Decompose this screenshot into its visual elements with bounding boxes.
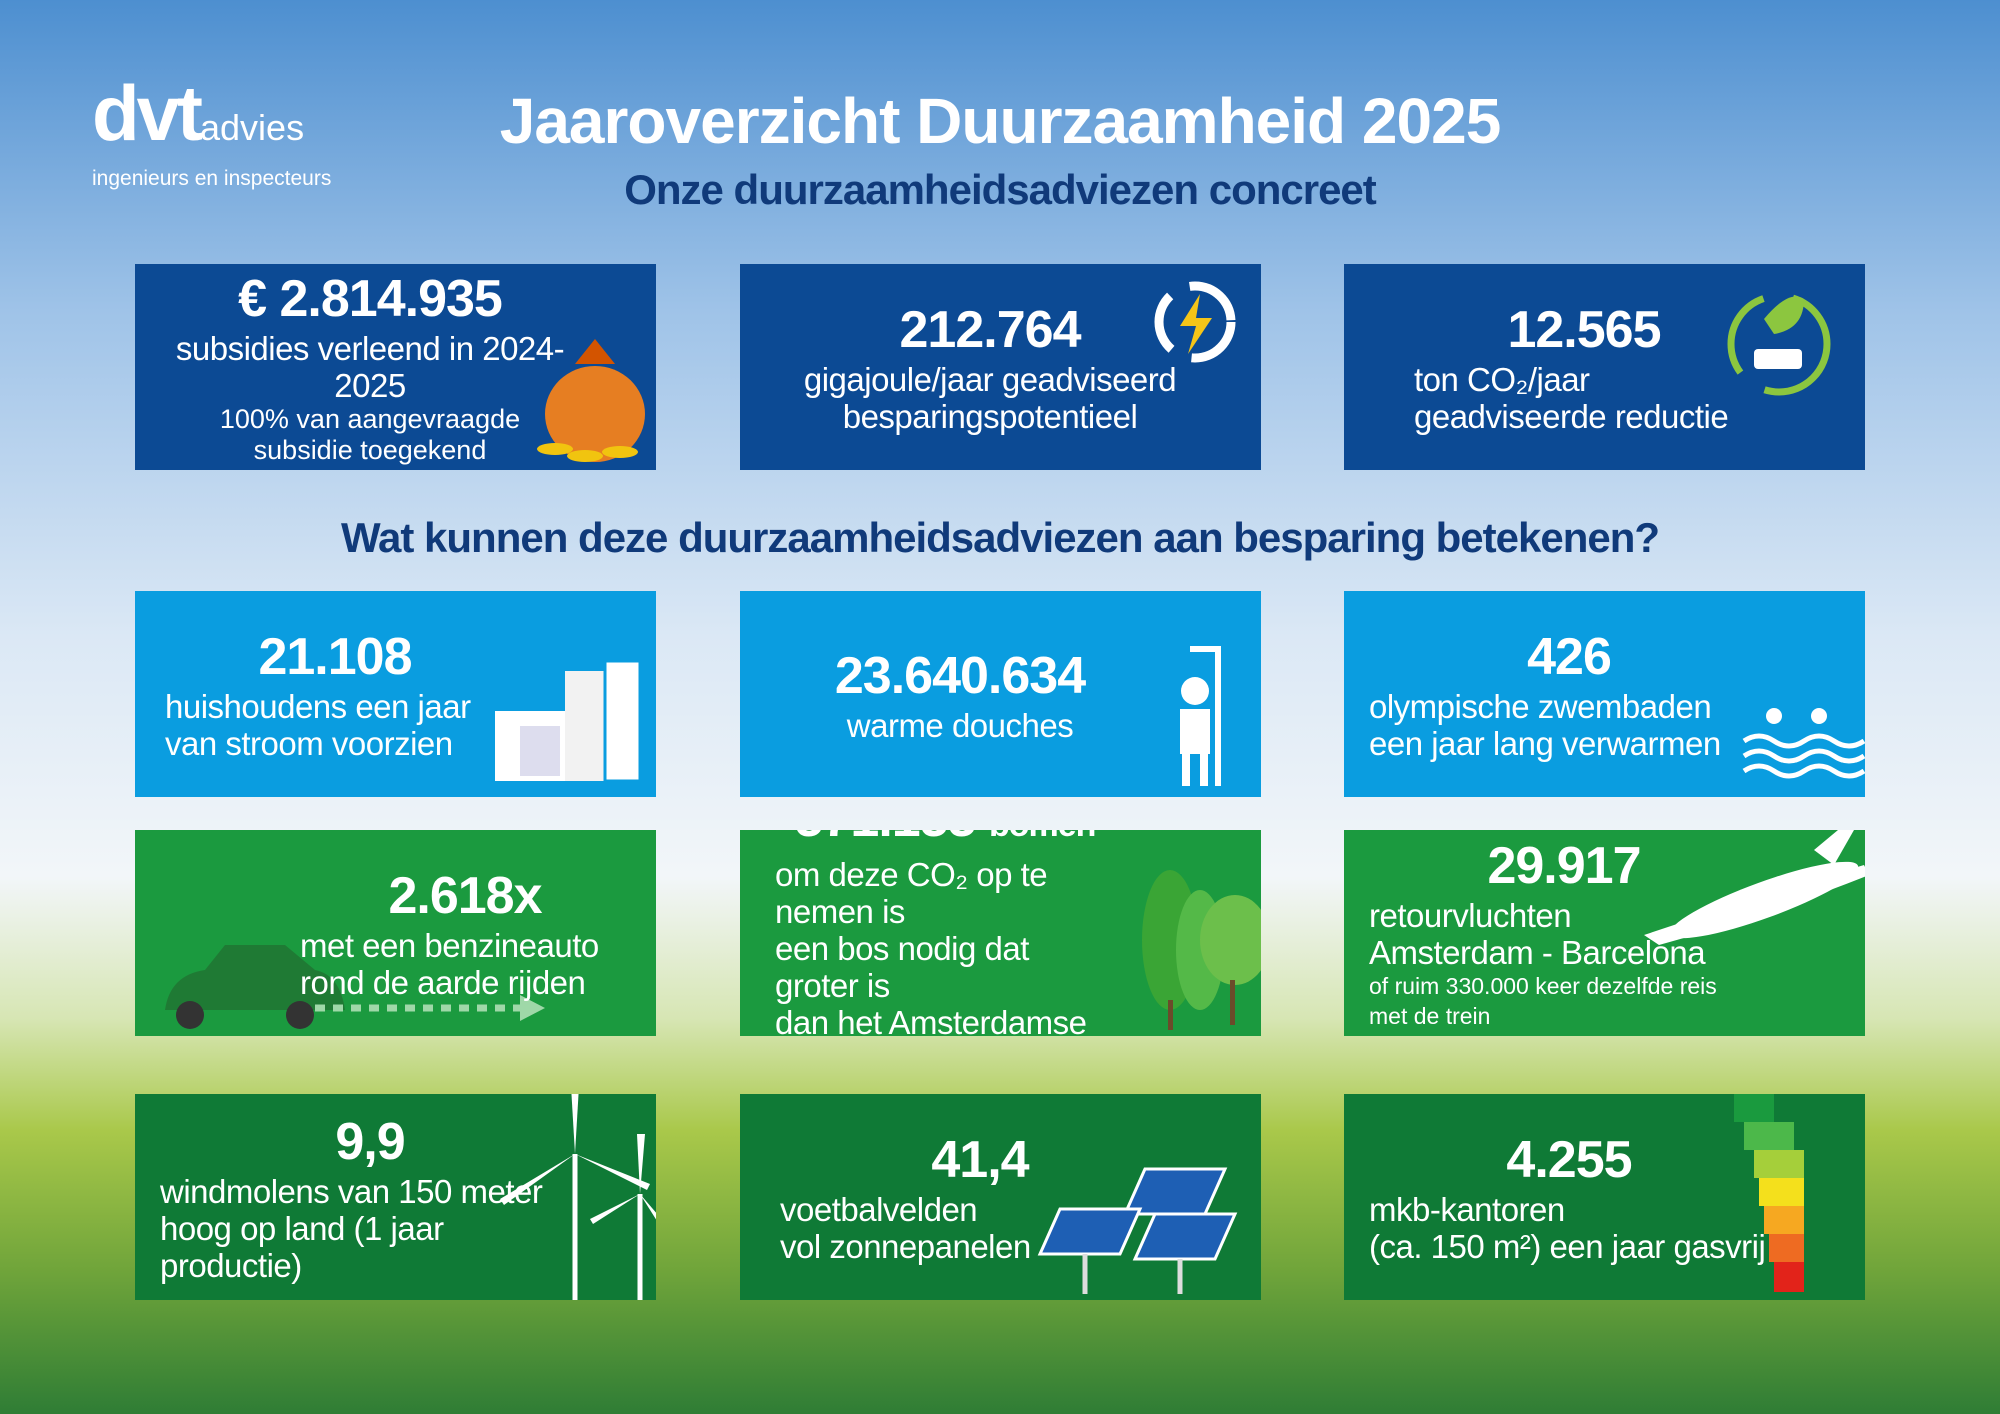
stat-number: 41,4 <box>931 1131 1029 1189</box>
stat-line: om deze CO₂ op te nemen is <box>775 856 1048 930</box>
icon <box>1037 1167 1238 1294</box>
stat-line: (ca. 150 m²) een jaar gasvrij <box>1369 1228 1766 1265</box>
stat-line: hoog op land (1 jaar productie) <box>160 1209 444 1284</box>
stat-small: of ruim 330.000 keer dezelfde reis met d… <box>1369 973 1717 1029</box>
stat-line: rond de aarde rijden <box>300 964 586 1001</box>
icon <box>165 945 545 1029</box>
stat-card: 212.764 gigajoule/jaar geadviseerd bespari… <box>740 264 1261 470</box>
title: Jaaroverzicht Duurzaamheid 2025 <box>499 85 1502 157</box>
stat-line: vol zonnepanelen <box>780 1228 1031 1265</box>
stat-value: 4.255 <box>1369 1129 1769 1191</box>
stat-value: 212.764 <box>760 299 1220 361</box>
stat-line: voetbalvelden <box>780 1191 978 1228</box>
stat-value: 23.640.634 <box>780 645 1140 707</box>
icon <box>1644 830 1865 945</box>
stat-value: 29.917 <box>1369 835 1759 897</box>
stat-card: 23.640.634 warme douches <box>740 591 1261 797</box>
stat-line: Amsterdam - Barcelona <box>1369 934 1706 971</box>
stat-number: 212.764 <box>899 301 1082 359</box>
logo: dvtadvies ingenieurs en inspecteurs <box>92 74 332 191</box>
stat-number: 29.917 <box>1487 837 1641 895</box>
stat-card: 29.917 retourvluchten Amsterdam - Barcelon… <box>1344 830 1865 1036</box>
icon <box>1727 292 1831 396</box>
stat-card: 41,4 voetbalvelden vol zonnepanelen <box>740 1094 1261 1300</box>
stat-card: 12.565 ton CO₂/jaar geadviseerde reductie <box>1344 264 1865 470</box>
icon <box>1154 281 1236 363</box>
stat-value: 9,9 <box>160 1111 580 1173</box>
icon <box>1742 708 1865 779</box>
stat-line: huishoudens een jaar <box>165 688 471 725</box>
stat-value: 12.565 <box>1414 299 1754 361</box>
stat-note: subsidie toegekend <box>253 435 487 465</box>
stat-line: van stroom voorzien <box>165 725 453 762</box>
icon <box>1734 1094 1804 1292</box>
logo-mark: dvtadvies <box>92 74 331 163</box>
logo-text: dvt <box>92 69 203 157</box>
stat-number: 21.108 <box>258 628 412 686</box>
stat-number: € 2.814.935 <box>238 270 503 328</box>
card-text: 571.155 bomenom deze CO₂ op te nemen ise… <box>775 830 1115 1036</box>
stat-number: 4.255 <box>1506 1131 1632 1189</box>
stat-value: 21.108 <box>165 626 505 688</box>
card-text: 9,9 windmolens van 150 meter hoog op land … <box>160 1094 580 1300</box>
question: Wat kunnen deze duurzaamheidsadviezen aa… <box>340 514 1660 561</box>
card-text: 212.764 gigajoule/jaar geadviseerd bespari… <box>760 264 1220 470</box>
stat-card: 571.155 bomenom deze CO₂ op te nemen ise… <box>740 830 1261 1036</box>
stat-line: besparingspotentieel <box>842 398 1138 435</box>
stat-number: 571.155 <box>795 830 977 848</box>
stat-number: 12.565 <box>1507 301 1661 359</box>
card-text: 12.565 ton CO₂/jaar geadviseerde reductie <box>1414 264 1754 470</box>
stat-card: € 2.814.935 subsidies verleend in 2024-20… <box>135 264 656 470</box>
card-text: 426 olympische zwembaden een jaar lang ver… <box>1369 591 1769 797</box>
subtitle: Onze duurzaamheidsadviezen concreet <box>624 166 1377 213</box>
stat-number: 9,9 <box>335 1112 405 1171</box>
card-text: € 2.814.935 subsidies verleend in 2024-20… <box>155 264 585 470</box>
stat-card: 426 olympische zwembaden een jaar lang ver… <box>1344 591 1865 797</box>
stat-line: subsidies verleend in 2024-2025 <box>175 330 565 404</box>
stat-line: retourvluchten <box>1369 897 1572 934</box>
icon <box>500 1094 656 1300</box>
card-text: 21.108 huishoudens een jaar van stroom voo… <box>165 591 505 797</box>
stat-note: 100% van aangevraagde <box>219 404 521 434</box>
stat-number: 426 <box>1527 628 1612 686</box>
card-text: 29.917 retourvluchten Amsterdam - Barcelon… <box>1369 830 1759 1036</box>
card-text: 4.255 mkb-kantoren (ca. 150 m²) een jaar g… <box>1369 1094 1769 1300</box>
stat-card: 4.255 mkb-kantoren (ca. 150 m²) een jaar g… <box>1344 1094 1865 1300</box>
stat-number: 2.618x <box>388 867 542 925</box>
stat-line: met een benzineauto <box>300 927 599 964</box>
icon <box>1180 646 1221 786</box>
stat-line: een jaar lang verwarmen <box>1369 725 1721 762</box>
card-text: 41,4 voetbalvelden vol zonnepanelen <box>780 1094 1180 1300</box>
stat-card: 2.618x met een benzineauto rond de aarde r… <box>135 830 656 1036</box>
stat-number: 23.640.634 <box>834 646 1086 705</box>
card-text: 2.618x met een benzineauto rond de aarde r… <box>300 830 630 1036</box>
stat-card: 21.108 huishoudens een jaar van stroom voo… <box>135 591 656 797</box>
icon <box>1142 870 1261 1030</box>
stat-value: 571.155 bomen <box>775 830 1115 856</box>
stat-value: 2.618x <box>300 865 630 927</box>
stat-line: mkb-kantoren <box>1369 1191 1565 1228</box>
icon <box>495 659 642 783</box>
stat-line: een bos nodig dat groter is <box>775 930 1029 1004</box>
stat-line: warme douches <box>846 706 1074 744</box>
stat-card: 9,9 windmolens van 150 meter hoog op land … <box>135 1094 656 1300</box>
card-text: 23.640.634 warme douches <box>780 591 1140 797</box>
stat-value: 41,4 <box>780 1129 1180 1191</box>
stat-value: 426 <box>1369 626 1769 688</box>
icon <box>537 339 645 462</box>
stat-line: ton CO₂/jaar <box>1414 361 1590 398</box>
stat-value: € 2.814.935 <box>155 268 585 330</box>
stat-line: olympische zwembaden <box>1369 688 1712 725</box>
stat-line: gigajoule/jaar geadviseerd <box>803 361 1177 398</box>
logo-suffix: advies <box>200 107 305 148</box>
stat-line: geadviseerde reductie <box>1414 398 1729 435</box>
stat-line: windmolens van 150 meter <box>160 1172 543 1210</box>
stat-line: dan het Amsterdamse Bos <box>775 1004 1087 1036</box>
stat-unit: bomen <box>989 830 1096 844</box>
tagline: ingenieurs en inspecteurs <box>92 167 332 190</box>
